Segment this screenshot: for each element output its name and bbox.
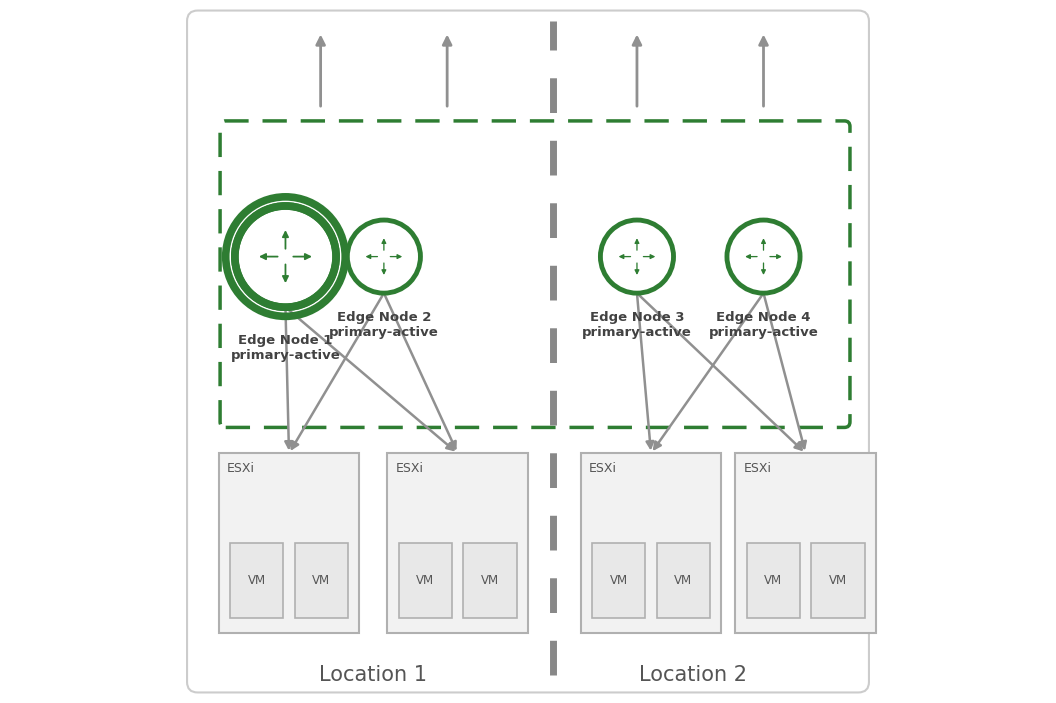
FancyBboxPatch shape [187, 11, 869, 692]
Text: Edge Node 2
primary-active: Edge Node 2 primary-active [329, 311, 438, 339]
FancyBboxPatch shape [735, 453, 876, 633]
Text: VM: VM [829, 574, 847, 587]
Text: Location 1: Location 1 [319, 666, 428, 685]
FancyBboxPatch shape [581, 453, 721, 633]
Circle shape [234, 206, 336, 307]
Circle shape [347, 220, 420, 293]
Text: VM: VM [765, 574, 782, 587]
FancyBboxPatch shape [747, 543, 800, 619]
Text: Location 2: Location 2 [639, 666, 748, 685]
Text: VM: VM [416, 574, 434, 587]
Text: VM: VM [609, 574, 627, 587]
Text: VM: VM [675, 574, 693, 587]
Circle shape [727, 220, 800, 293]
Text: VM: VM [313, 574, 331, 587]
FancyBboxPatch shape [592, 543, 645, 619]
FancyBboxPatch shape [811, 543, 865, 619]
Text: ESXi: ESXi [227, 462, 256, 475]
Circle shape [601, 220, 674, 293]
FancyBboxPatch shape [399, 543, 452, 619]
Text: VM: VM [480, 574, 499, 587]
Circle shape [226, 197, 345, 316]
Text: Edge Node 1
primary-active: Edge Node 1 primary-active [230, 334, 340, 362]
Circle shape [234, 206, 336, 307]
FancyBboxPatch shape [295, 543, 348, 619]
Text: ESXi: ESXi [396, 462, 423, 475]
FancyBboxPatch shape [230, 543, 283, 619]
Text: ESXi: ESXi [589, 462, 617, 475]
Text: VM: VM [247, 574, 266, 587]
FancyBboxPatch shape [388, 453, 528, 633]
FancyBboxPatch shape [657, 543, 710, 619]
Text: Edge Node 4
primary-active: Edge Node 4 primary-active [709, 311, 818, 339]
Text: Edge Node 3
primary-active: Edge Node 3 primary-active [582, 311, 692, 339]
FancyBboxPatch shape [219, 453, 359, 633]
FancyBboxPatch shape [464, 543, 516, 619]
Text: ESXi: ESXi [743, 462, 772, 475]
